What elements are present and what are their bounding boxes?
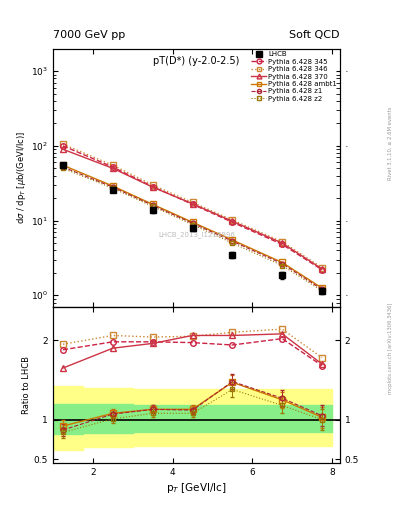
Text: mcplots.cern.ch [arXiv:1306.3436]: mcplots.cern.ch [arXiv:1306.3436] [388,303,393,394]
Legend: LHCB, Pythia 6.428 345, Pythia 6.428 346, Pythia 6.428 370, Pythia 6.428 ambt1, : LHCB, Pythia 6.428 345, Pythia 6.428 346… [250,51,338,102]
Text: LHCB_2013_I1218996: LHCB_2013_I1218996 [158,231,235,238]
Text: Rivet 3.1.10, ≥ 2.6M events: Rivet 3.1.10, ≥ 2.6M events [388,106,393,180]
Text: Soft QCD: Soft QCD [290,30,340,40]
X-axis label: p$_T$ [GeVl/lc]: p$_T$ [GeVl/lc] [166,481,227,496]
Y-axis label: Ratio to LHCB: Ratio to LHCB [22,356,31,414]
Text: 7000 GeV pp: 7000 GeV pp [53,30,125,40]
Text: pT(D*) (y-2.0-2.5): pT(D*) (y-2.0-2.5) [153,56,240,67]
Y-axis label: d$\sigma$ / dp$_T$ [$\mu$b/(GeVl/lc)]: d$\sigma$ / dp$_T$ [$\mu$b/(GeVl/lc)] [15,131,28,224]
